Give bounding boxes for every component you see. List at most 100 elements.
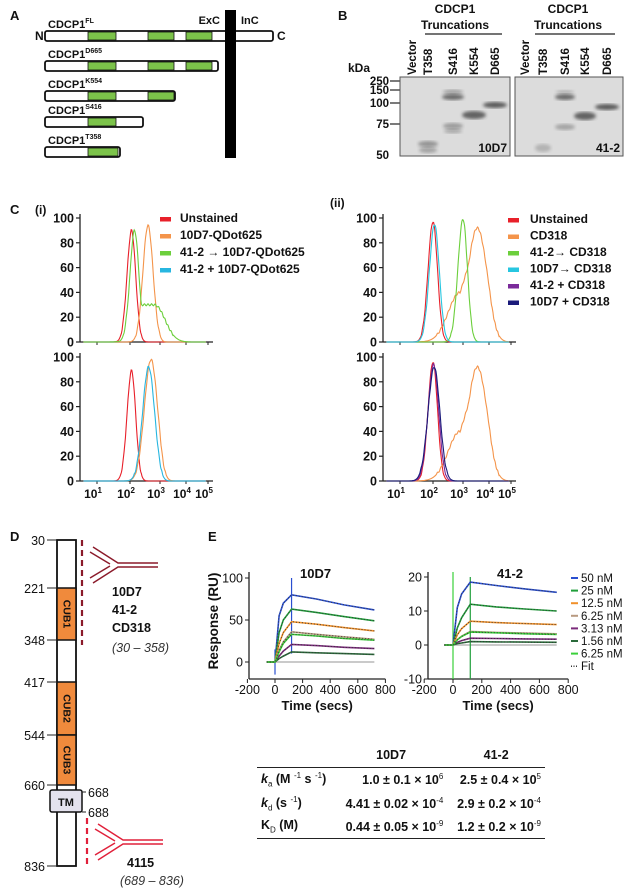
- residue-position: 544: [24, 729, 45, 743]
- domain-label-cub2: CUB2: [61, 694, 73, 723]
- panel-label-a: A: [10, 8, 20, 23]
- legend-swatch: [160, 268, 171, 273]
- x-tick-label: 103: [450, 486, 468, 501]
- tick-exponent: 5: [511, 486, 516, 495]
- y-tick-label: 20: [363, 311, 377, 325]
- protein-band: [555, 124, 575, 130]
- legend-entry: 10D7 + CD318: [530, 295, 610, 309]
- value-exponent: 5: [536, 772, 541, 782]
- table-cell: 4.41 ± 0.02 × 10-4: [335, 792, 447, 816]
- cub-domain-segment: [87, 61, 117, 71]
- lane-label: D665: [490, 47, 502, 75]
- table-row: kd (s -1) 4.41 ± 0.02 × 10-4 2.9 ± 0.2 × 1…: [257, 792, 545, 816]
- x-tick-label: 200: [471, 683, 492, 697]
- row-label: KD (M): [257, 815, 335, 839]
- chart-title: 10D7: [300, 566, 331, 581]
- protein-band: [483, 102, 507, 108]
- legend-entry: 3.13 nM: [581, 623, 623, 635]
- y-tick-label: 0: [236, 656, 243, 670]
- value-exponent: -4: [533, 795, 541, 805]
- extracellular-label: ExC: [199, 15, 220, 27]
- lane-label: T358: [423, 48, 435, 75]
- y-tick-label: 100: [53, 212, 74, 226]
- y-axis-title: Response (RU): [206, 573, 221, 670]
- legend-flow-i: Unstained 10D7-QDot625 41-2 → 10D7-QDot625…: [160, 211, 305, 276]
- construct-superscript: T358: [85, 134, 101, 141]
- y-tick-label: 80: [363, 236, 377, 250]
- construct-superscript: FL: [85, 18, 94, 25]
- tick-exponent: 4: [186, 486, 191, 495]
- tick-exponent: 4: [489, 486, 494, 495]
- n-terminus-label: N: [35, 29, 44, 43]
- antibody-light-chain: [89, 551, 111, 565]
- label-segment: s: [301, 772, 315, 787]
- antibody-icon: [94, 823, 163, 861]
- panel-label-b: B: [338, 8, 347, 23]
- label-segment: k: [261, 772, 268, 787]
- kinetics-table: 10D7 41-2 ka (M -1 s -1) 1.0 ± 0.1 × 106 2…: [257, 746, 545, 839]
- histogram-curve: [386, 226, 509, 343]
- table-cell: 2.5 ± 0.4 × 105: [447, 768, 545, 792]
- x-tick-label: 101: [387, 486, 405, 501]
- legend-swatch: [508, 251, 519, 256]
- legend-swatch: [508, 218, 519, 223]
- marker-label: 100: [370, 98, 389, 110]
- y-tick-label: 0: [370, 336, 377, 350]
- y-tick-label: -10: [404, 673, 422, 687]
- cub-domain: [56, 734, 77, 786]
- tick-base: 10: [498, 487, 512, 501]
- legend-flow-ii: Unstained CD318 41-2→ CD318 10D7→ CD318 41-2…: [508, 212, 612, 309]
- tm-domain: [49, 789, 83, 813]
- antibody-light-chain: [89, 565, 111, 579]
- antibody-icon: [89, 546, 158, 584]
- domain-label-cub3: CUB3: [61, 746, 73, 775]
- lane-label: T358: [538, 48, 550, 75]
- antibody-label: 41-2: [596, 141, 620, 155]
- y-tick-label: 100: [53, 351, 74, 365]
- lane-label: S416: [448, 48, 460, 75]
- legend-entry: Unstained: [530, 212, 588, 226]
- protein-band: [595, 104, 619, 110]
- intracellular-label: InC: [241, 15, 259, 27]
- fit-curve: [266, 631, 375, 663]
- residue-position: 836: [24, 860, 45, 874]
- sensorgram-curve: [266, 633, 375, 663]
- label-segment: K: [261, 818, 271, 833]
- y-tick-label: 60: [60, 261, 74, 275]
- antibody-name: 10D7: [112, 585, 142, 599]
- c-terminus-label: C: [277, 29, 286, 43]
- construct-fl: CDCP1FL: [44, 18, 274, 42]
- legend-swatch: [160, 217, 171, 222]
- tick-base: 10: [147, 487, 161, 501]
- construct-name: CDCP1: [48, 135, 85, 147]
- x-tick-label: 102: [420, 486, 438, 501]
- y-tick-label: 100: [222, 572, 243, 586]
- antibody-name: 4115: [127, 856, 154, 870]
- cub-domain-segment: [87, 147, 119, 157]
- legend-entry: 41-2 → 10D7-QDot625: [180, 245, 305, 259]
- label-segment: -1: [314, 771, 323, 780]
- table-col-header: 41-2: [447, 746, 545, 768]
- histogram-curve: [83, 228, 206, 343]
- tick-base: 10: [476, 487, 490, 501]
- y-tick-label: 100: [356, 212, 377, 226]
- construct-label: CDCP1D665: [48, 48, 102, 61]
- protein-band: [444, 128, 462, 134]
- row-label: kd (s -1): [257, 792, 335, 816]
- lane-label: Vector: [407, 39, 419, 75]
- value-exponent: -9: [436, 818, 444, 828]
- cub-domain-segment: [147, 31, 175, 41]
- lane-label: K554: [580, 47, 592, 75]
- row-label: ka (M -1 s -1): [257, 768, 335, 792]
- x-tick-label: 101: [84, 486, 102, 501]
- label-segment: a: [267, 779, 273, 789]
- histogram-curve: [386, 362, 509, 482]
- construct-k554: CDCP1K554: [44, 78, 176, 102]
- value-base: 0.44 ± 0.05 × 10: [345, 820, 437, 835]
- panel-label-d: D: [10, 529, 19, 544]
- x-tick-label: 105: [498, 486, 516, 501]
- value-base: 1.2 ± 0.2 × 10: [457, 820, 534, 835]
- group-title-line2: Truncations: [534, 18, 602, 32]
- residue-position: 348: [24, 634, 45, 648]
